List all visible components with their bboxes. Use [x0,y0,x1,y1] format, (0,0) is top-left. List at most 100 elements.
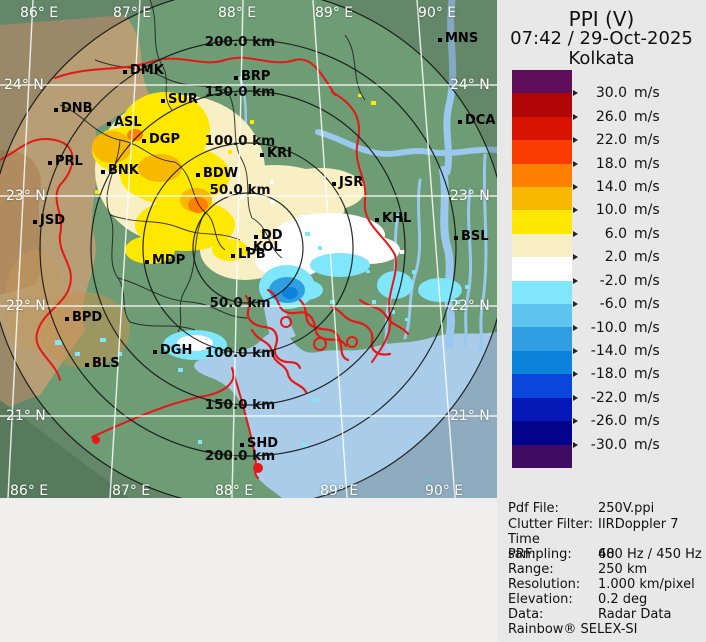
station-marker-dot [85,363,89,367]
station-marker-dot [375,218,379,222]
legend-tick-arrow-icon [573,371,578,378]
station-marker-dot [231,254,235,258]
station-code-label: JSD [40,213,65,228]
legend-label: -14.0 m/s [573,343,660,359]
legend-tick-arrow-icon [573,277,578,284]
legend-value: -14.0 [590,342,627,359]
legend-label: 18.0 m/s [573,156,660,172]
latlon-label: 21° N [6,408,46,424]
station-code-label: LPB [238,247,266,262]
metadata-label: Pdf File: [508,501,559,516]
station-code-label: PRL [55,154,83,169]
legend-tick-arrow-icon [573,90,578,97]
legend-label: 2.0 m/s [573,249,660,265]
station-code-label: ASL [114,115,142,130]
legend-unit: m/s [634,319,660,336]
metadata-row: Data: Radar Data [508,607,703,622]
station-code-label: DCA [465,113,496,128]
metadata-row: Pdf File: 250V.ppi [508,501,703,516]
legend-unit: m/s [634,85,660,102]
metadata-value: 600 Hz / 450 Hz [598,547,702,562]
station-marker-dot [48,161,52,165]
latlon-label: 24° N [4,77,44,93]
legend-tick-arrow-icon [573,441,578,448]
map-canvas [0,0,497,498]
station-marker-dot [246,247,250,251]
station-marker-dot [145,260,149,264]
legend-label: 22.0 m/s [573,132,660,148]
legend-unit: m/s [634,366,660,383]
latlon-label: 21° N [450,408,490,424]
latlon-label: 90° E [418,5,457,21]
metadata-value: Radar Data [598,607,672,622]
radar-map-display[interactable]: 86° E 87° E 88° E 89° E 90° E 86° E 87° E 88° E… [0,0,497,499]
legend-value: 10.0 [595,202,627,219]
legend-label: -22.0 m/s [573,390,660,406]
station-marker-dot [54,108,58,112]
station-marker-dot [234,76,238,80]
legend-label: 10.0 m/s [573,202,660,218]
legend-value: -2.0 [599,272,627,289]
metadata-label: Clutter Filter: [508,517,593,532]
metadata-value: IIRDoppler 7 [598,517,679,532]
legend-tick-arrow-icon [573,347,578,354]
metadata-row: Elevation: 0.2 deg [508,592,703,607]
latlon-label: 88° E [218,5,257,21]
station-marker-dot [123,70,127,74]
metadata-label: PRF: [508,547,536,562]
station-marker-dot [33,220,37,224]
legend-band [512,327,572,351]
metadata-label: Data: [508,607,544,622]
latlon-label: 86° E [20,5,59,21]
station-code-label: BLS [92,356,120,371]
legend-value: 30.0 [595,85,627,102]
legend-color-bar [512,70,572,468]
station-marker-dot [153,350,157,354]
latlon-label: 88° E [215,483,254,499]
legend-label: 26.0 m/s [573,109,660,125]
coverage-dim-overlay [0,0,497,498]
metadata-value: 0.2 deg [598,592,648,607]
metadata-row: PRF: 600 Hz / 450 Hz [508,547,703,562]
legend-tick-arrow-icon [573,301,578,308]
legend-band [512,93,572,117]
latlon-label: 86° E [10,483,49,499]
station-code-label: BNK [108,163,139,178]
station-marker-dot [332,182,336,186]
legend-value: -18.0 [590,366,627,383]
latlon-label: 23° N [450,188,490,204]
latlon-label: 89° E [315,5,354,21]
latlon-label: 23° N [6,188,46,204]
legend-value: -22.0 [590,389,627,406]
legend-tick-arrow-icon [573,184,578,191]
software-brand: Rainbow® SELEX-SI [508,622,638,637]
metadata-value: 250 km [598,562,648,577]
station-code-label: MDP [152,253,186,268]
latlon-label: 22° N [6,298,46,314]
station-code-label: BRP [241,69,271,84]
legend-band [512,163,572,188]
range-ring-label: 150.0 km [204,397,276,413]
legend-label: 30.0 m/s [573,85,660,101]
metadata-row: Time sampling: 48 [508,532,703,562]
station-marker-dot [254,235,258,239]
legend-band [512,257,572,281]
state-border-layer [0,56,410,479]
range-ring-label: 100.0 km [204,345,276,361]
station-marker-dot [458,120,462,124]
range-ring-label: 150.0 km [204,84,276,100]
legend-value: 18.0 [595,155,627,172]
legend-band [512,421,572,445]
legend-band [512,304,572,328]
legend-band [512,444,572,468]
station-code-label: MNS [445,31,479,46]
station-marker-dot [240,443,244,447]
station-code-label: DNB [61,101,93,116]
latlon-label: 24° N [450,77,490,93]
station-marker-dot [65,317,69,321]
metadata-value: 1.000 km/pixel [598,577,695,592]
scan-timestamp: 07:42 / 29-Oct-2025 [510,28,693,49]
station-code-label: KRI [267,146,292,161]
range-ring-label: 100.0 km [204,133,276,149]
legend-band [512,374,572,398]
